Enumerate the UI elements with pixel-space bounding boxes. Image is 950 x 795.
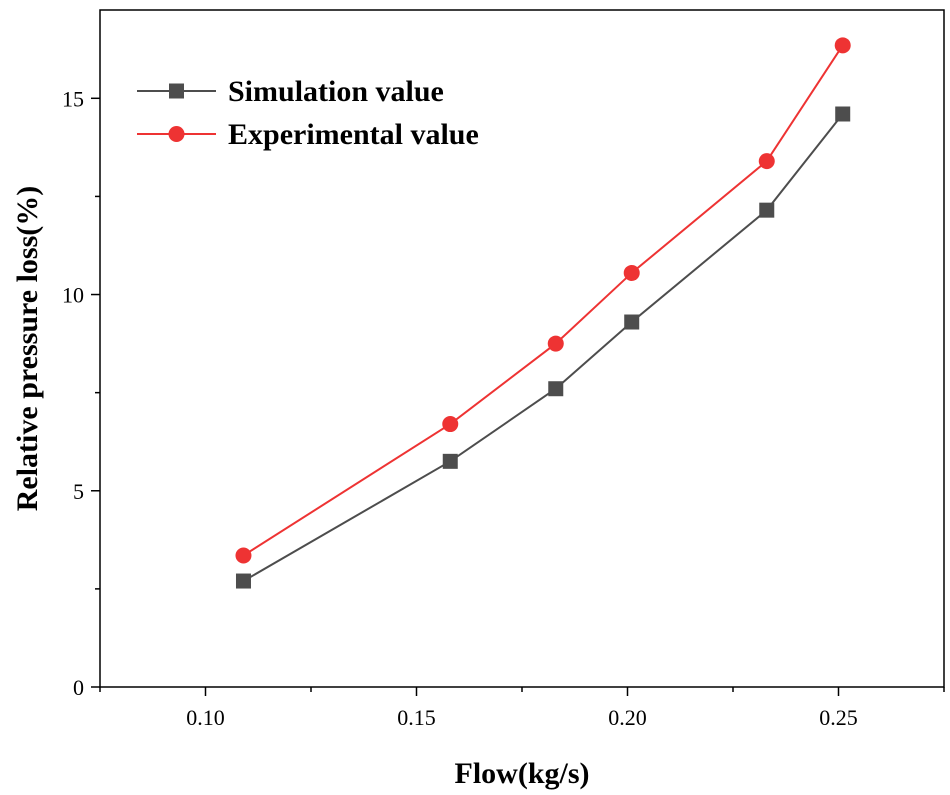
simulation-value-point bbox=[548, 381, 564, 397]
experimental-value-line bbox=[242, 44, 844, 557]
y-tick-label: 0 bbox=[73, 675, 84, 700]
experimental-value-point bbox=[442, 416, 459, 433]
legend-item-simulation-value: Simulation value bbox=[137, 75, 444, 108]
simulation-value-point bbox=[235, 573, 251, 589]
legend-marker bbox=[168, 126, 185, 142]
series-simulation-value bbox=[235, 106, 851, 589]
legend-item-experimental-value: Experimental value bbox=[137, 118, 479, 151]
experimental-value-point bbox=[623, 264, 640, 281]
simulation-value-point bbox=[442, 453, 458, 469]
x-tick-label: 0.25 bbox=[819, 705, 858, 730]
experimental-value-point bbox=[235, 547, 252, 564]
x-tick-label: 0.20 bbox=[608, 705, 647, 730]
y-axis-title: Relative pressure loss(%) bbox=[11, 186, 44, 512]
y-tick-label: 5 bbox=[73, 479, 84, 504]
simulation-value-point bbox=[624, 314, 640, 330]
experimental-value-point bbox=[547, 335, 564, 352]
series-experimental-value bbox=[235, 37, 851, 564]
legend-label: Simulation value bbox=[228, 75, 444, 108]
simulation-value-point bbox=[759, 202, 775, 218]
axis-ticks: 0.10 0.15 0.20 0.25 0 5 10 15 bbox=[62, 86, 945, 730]
legend: Simulation value Experimental value bbox=[137, 75, 479, 151]
legend-label: Experimental value bbox=[228, 118, 479, 151]
simulation-value-point bbox=[835, 106, 851, 122]
y-tick-label: 15 bbox=[62, 86, 84, 111]
simulation-value-line bbox=[242, 113, 844, 582]
series-layer bbox=[235, 37, 851, 589]
x-tick-label: 0.15 bbox=[397, 705, 436, 730]
experimental-value-point bbox=[758, 153, 775, 170]
x-tick-label: 0.10 bbox=[186, 705, 225, 730]
legend-marker bbox=[169, 83, 184, 99]
experimental-value-point bbox=[834, 37, 851, 54]
y-tick-label: 10 bbox=[62, 283, 84, 308]
x-axis-title: Flow(kg/s) bbox=[455, 757, 590, 790]
